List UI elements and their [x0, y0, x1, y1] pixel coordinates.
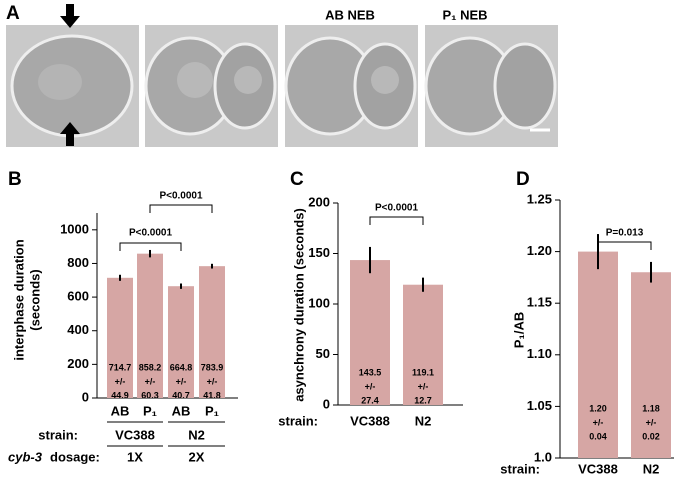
- y-tick-label: 1.20: [527, 243, 552, 258]
- y-axis-label: P₁/AB: [511, 312, 526, 348]
- value-label: +/-: [176, 376, 187, 386]
- value-label: 714.7: [109, 362, 132, 372]
- value-label: 119.1: [412, 367, 434, 377]
- value-label: 60.3: [141, 390, 159, 400]
- significance-bracket: [119, 242, 182, 251]
- y-tick-label: 1.0: [534, 449, 552, 464]
- significance-bracket: [369, 216, 424, 225]
- bar: [199, 266, 225, 398]
- group-axis-label: strain:: [38, 427, 78, 442]
- bar: [578, 251, 618, 458]
- value-label: 27.4: [361, 395, 379, 405]
- micrographs: [6, 4, 558, 147]
- group-label: N2: [188, 427, 205, 442]
- panel-label: C: [290, 169, 304, 190]
- value-label: 40.7: [172, 390, 190, 400]
- value-label: 1.18: [642, 403, 660, 413]
- dosage-axis-label: cyb-3: [8, 449, 43, 464]
- value-label: +/-: [646, 417, 657, 427]
- bar: [350, 260, 390, 405]
- x-tick-label: P₁: [205, 403, 219, 418]
- value-label: +/-: [418, 381, 429, 391]
- y-tick-label: 0: [82, 389, 89, 404]
- value-label: +/-: [593, 417, 604, 427]
- x-tick-label: AB: [172, 403, 191, 418]
- dosage-label: 1X: [127, 449, 143, 464]
- panel-label: A: [6, 3, 20, 24]
- value-label: 0.04: [589, 431, 607, 441]
- significance-label: P<0.0001: [375, 203, 419, 214]
- bar: [631, 272, 671, 458]
- y-tick-label: 600: [67, 289, 89, 304]
- value-label: +/-: [365, 381, 376, 391]
- micrograph: [284, 25, 418, 147]
- y-tick-label: 200: [67, 356, 89, 371]
- y-tick-label: 200: [308, 194, 330, 209]
- significance-label: P=0.013: [606, 228, 644, 239]
- y-tick-label: 1.25: [527, 191, 552, 206]
- value-label: 858.2: [139, 362, 162, 372]
- y-axis-label: interphase duration: [11, 239, 26, 360]
- value-label: 1.20: [589, 403, 607, 413]
- panel-label: B: [8, 169, 22, 190]
- y-axis-label: asynchrony duration (seconds): [291, 208, 306, 402]
- caption: P₁ NEB: [442, 7, 487, 22]
- x-axis-label: strain:: [278, 413, 318, 428]
- x-tick-label: N2: [643, 461, 660, 476]
- value-label: 664.8: [170, 362, 193, 372]
- y-tick-label: 1.15: [527, 295, 552, 310]
- dosage-label: 2X: [189, 449, 205, 464]
- significance-bracket: [597, 241, 652, 250]
- y-axis-label: (seconds): [27, 269, 42, 330]
- significance-bracket: [149, 204, 213, 213]
- value-label: 44.9: [111, 390, 129, 400]
- x-tick-label: P₁: [143, 403, 157, 418]
- arrow: [60, 4, 80, 28]
- y-tick-label: 800: [67, 255, 89, 270]
- y-tick-label: 50: [316, 346, 330, 361]
- micrograph: [6, 25, 139, 147]
- value-label: 0.02: [642, 431, 660, 441]
- y-tick-label: 400: [67, 322, 89, 337]
- y-tick-label: 1.10: [527, 346, 552, 361]
- y-tick-label: 150: [308, 245, 330, 260]
- significance-label: P<0.0001: [159, 191, 203, 202]
- significance-label: P<0.0001: [129, 228, 173, 239]
- value-label: 783.9: [201, 362, 224, 372]
- micrograph: [424, 25, 558, 147]
- y-tick-label: 1000: [60, 221, 89, 236]
- dosage-axis-label: dosage:: [50, 449, 100, 464]
- value-label: +/-: [207, 376, 218, 386]
- group-label: VC388: [115, 427, 155, 442]
- y-tick-label: 1.05: [527, 398, 552, 413]
- value-label: +/-: [145, 376, 156, 386]
- bar: [107, 277, 133, 398]
- value-label: 12.7: [414, 395, 432, 405]
- bar: [168, 286, 194, 398]
- x-tick-label: VC388: [350, 413, 390, 428]
- y-tick-label: 0: [323, 396, 330, 411]
- arrow: [60, 122, 80, 146]
- value-label: 41.8: [203, 390, 221, 400]
- bar: [137, 253, 163, 398]
- micrograph: [144, 25, 278, 147]
- x-tick-label: VC388: [578, 461, 618, 476]
- x-tick-label: N2: [415, 413, 432, 428]
- value-label: 143.5: [359, 367, 382, 377]
- caption: AB NEB: [325, 7, 375, 22]
- panel-label: D: [516, 169, 530, 190]
- bar: [403, 284, 443, 405]
- x-axis-label: strain:: [500, 461, 540, 476]
- x-tick-label: AB: [111, 403, 130, 418]
- value-label: +/-: [115, 376, 126, 386]
- y-tick-label: 100: [308, 295, 330, 310]
